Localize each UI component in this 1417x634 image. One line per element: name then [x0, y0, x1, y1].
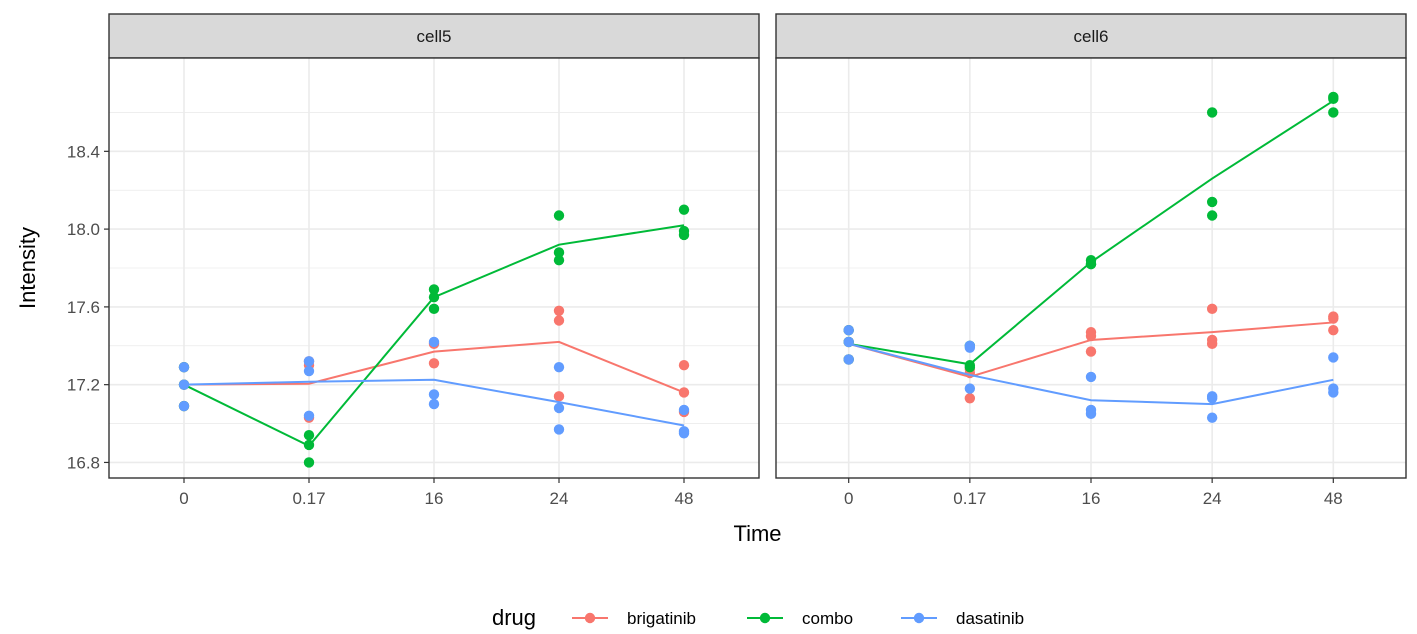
data-point-combo [1206, 210, 1218, 221]
data-point-dasatinib [1085, 408, 1097, 420]
data-point-combo [1085, 258, 1097, 270]
x-tick-label: 0 [844, 489, 853, 508]
y-tick-label: 18.0 [67, 220, 100, 239]
data-point-combo [678, 204, 690, 215]
x-tick-label: 0.17 [292, 489, 325, 508]
data-point-dasatinib [553, 424, 565, 435]
x-tick-label: 0.17 [953, 489, 986, 508]
data-point-combo [428, 303, 440, 315]
data-point-brigatinib [1328, 313, 1339, 324]
data-point-combo [678, 229, 690, 241]
series-line-brigatinib [183, 340, 685, 394]
data-point-dasatinib [964, 383, 976, 394]
data-point-combo [428, 291, 440, 303]
data-point-dasatinib [964, 342, 976, 353]
data-point-dasatinib [303, 356, 315, 367]
data-point-combo [553, 210, 565, 221]
y-axis-title: Intensity [15, 227, 40, 309]
x-tick-label: 24 [550, 489, 569, 508]
facet-strip [108, 13, 760, 59]
facet-panel-cell6: cell6 0 0.17 16 24 48 [775, 13, 1407, 508]
y-tick-label: 18.4 [67, 142, 100, 161]
data-point-dasatinib [553, 361, 565, 373]
series-line-dasatinib [183, 378, 685, 427]
data-point-dasatinib [428, 389, 440, 400]
x-tick-label: 48 [675, 489, 694, 508]
x-tick-label: 0 [179, 489, 188, 508]
data-point-dasatinib [303, 365, 315, 377]
data-point-combo [1328, 93, 1339, 105]
data-point-brigatinib [678, 387, 690, 398]
data-point-dasatinib [178, 400, 190, 412]
legend-label-combo: combo [802, 609, 853, 628]
data-point-dasatinib [678, 404, 690, 416]
data-point-dasatinib [843, 354, 854, 365]
data-point-combo [1206, 196, 1218, 208]
data-point-dasatinib [1328, 352, 1339, 363]
x-tick-label: 24 [1203, 489, 1222, 508]
data-point-dasatinib [843, 336, 854, 348]
data-point-dasatinib [428, 398, 440, 410]
data-point-combo [303, 430, 315, 441]
data-point-dasatinib [303, 410, 315, 421]
legend-key-point-combo [759, 612, 771, 624]
data-point-brigatinib [553, 315, 565, 326]
data-point-dasatinib [843, 325, 854, 336]
series-line-dasatinib [848, 342, 1334, 406]
legend-label-dasatinib: dasatinib [956, 609, 1024, 628]
data-point-brigatinib [678, 360, 690, 371]
data-point-dasatinib [178, 361, 190, 373]
y-tick-label: 17.2 [67, 376, 100, 395]
data-point-brigatinib [553, 305, 565, 316]
legend-title: drug [492, 605, 536, 630]
data-point-combo [428, 284, 440, 295]
data-point-brigatinib [428, 358, 440, 369]
data-point-combo [1206, 107, 1218, 118]
legend: drug brigatinib combo dasatinib [492, 605, 1024, 630]
y-tick-label: 17.6 [67, 298, 100, 317]
data-point-brigatinib [1328, 325, 1339, 336]
data-point-brigatinib [1085, 330, 1097, 342]
data-point-combo [303, 439, 315, 451]
data-point-dasatinib [553, 402, 565, 414]
data-point-dasatinib [678, 428, 690, 439]
data-point-brigatinib [553, 391, 565, 402]
data-point-dasatinib [178, 379, 190, 390]
data-point-brigatinib [964, 393, 976, 404]
data-point-combo [964, 361, 976, 373]
data-point-dasatinib [428, 336, 440, 348]
x-tick-label: 16 [425, 489, 444, 508]
facet-strip-label: cell5 [417, 27, 452, 46]
y-tick-label: 16.8 [67, 453, 100, 472]
data-point-brigatinib [1206, 338, 1218, 350]
facet-panel-cell5: cell5 0 0.17 16 24 48 16.8 17.2 17.6 18.0 18.4 [67, 13, 760, 508]
x-tick-label: 48 [1324, 489, 1343, 508]
data-point-combo [303, 457, 315, 468]
data-point-brigatinib [1206, 303, 1218, 315]
x-tick-label: 16 [1082, 489, 1101, 508]
facet-strip [775, 13, 1407, 59]
legend-key-point-brigatinib [584, 612, 596, 624]
facet-strip-label: cell6 [1074, 27, 1109, 46]
data-point-brigatinib [1085, 346, 1097, 357]
data-point-combo [553, 247, 565, 258]
data-point-combo [553, 255, 565, 266]
data-point-dasatinib [1328, 387, 1339, 398]
data-point-dasatinib [1206, 393, 1218, 404]
legend-key-point-dasatinib [913, 612, 925, 624]
data-point-dasatinib [1085, 371, 1097, 383]
data-point-combo [1328, 107, 1339, 118]
data-point-dasatinib [1206, 412, 1218, 423]
x-axis-title: Time [733, 521, 781, 546]
legend-label-brigatinib: brigatinib [627, 609, 696, 628]
